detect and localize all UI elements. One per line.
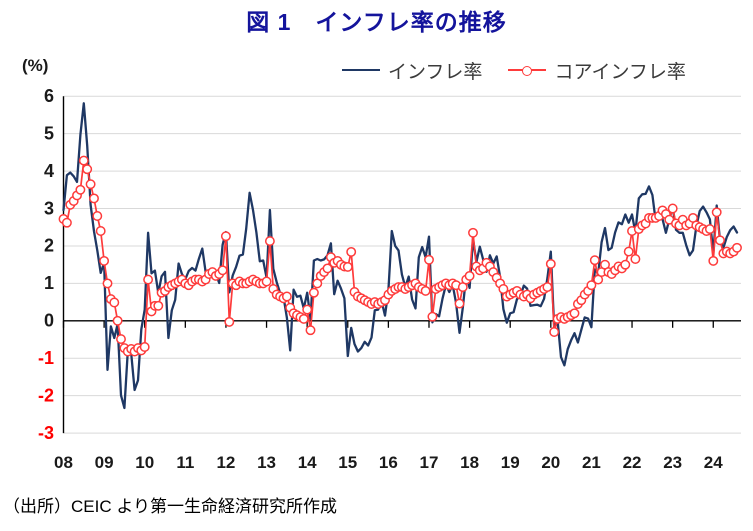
svg-text:24: 24 [704, 453, 723, 472]
legend-inflation-line-swatch [342, 69, 380, 71]
svg-text:18: 18 [460, 453, 479, 472]
svg-text:4: 4 [44, 161, 54, 181]
legend: インフレ率 コアインフレ率 [342, 57, 686, 84]
svg-text:17: 17 [420, 453, 439, 472]
source-note: （出所）CEIC より第一生命経済研究所作成 [3, 497, 337, 516]
svg-text:21: 21 [582, 453, 601, 472]
svg-text:2: 2 [44, 236, 54, 256]
svg-text:0: 0 [44, 311, 54, 331]
svg-text:11: 11 [176, 453, 194, 472]
legend-core-line-swatch [508, 66, 547, 76]
svg-text:19: 19 [501, 453, 520, 472]
svg-text:09: 09 [95, 453, 114, 472]
svg-text:13: 13 [257, 453, 276, 472]
svg-text:10: 10 [135, 453, 154, 472]
svg-text:16: 16 [379, 453, 398, 472]
svg-text:08: 08 [54, 453, 73, 472]
svg-text:3: 3 [44, 198, 54, 218]
legend-item-inflation: インフレ率 [342, 57, 482, 84]
legend-core-label: コアインフレ率 [554, 61, 686, 83]
svg-text:-1: -1 [38, 348, 54, 368]
svg-text:14: 14 [298, 453, 317, 472]
svg-text:23: 23 [663, 453, 682, 472]
svg-text:-3: -3 [38, 423, 54, 443]
legend-item-core: コアインフレ率 [508, 57, 686, 84]
legend-inflation-label: インフレ率 [388, 61, 483, 83]
svg-text:22: 22 [623, 453, 642, 472]
svg-text:5: 5 [44, 123, 54, 143]
svg-text:15: 15 [338, 453, 357, 472]
svg-text:20: 20 [541, 453, 560, 472]
svg-text:-2: -2 [38, 385, 54, 405]
svg-text:1: 1 [44, 273, 54, 293]
legend-core-marker-icon [522, 66, 533, 76]
svg-text:6: 6 [44, 86, 54, 106]
y-axis-unit-label: (%) [22, 56, 49, 75]
chart-title: 図 1 インフレ率の推移 [246, 9, 507, 35]
svg-text:12: 12 [216, 453, 235, 472]
